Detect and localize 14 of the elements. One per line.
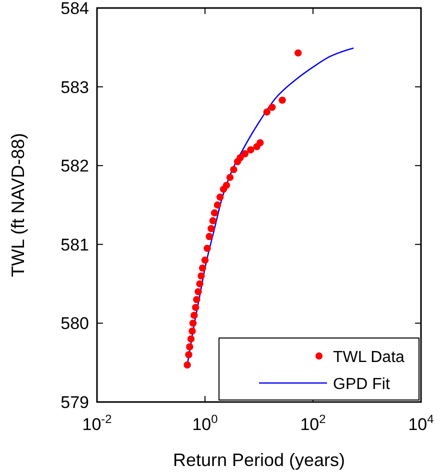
y-tick-label: 581 xyxy=(60,235,89,254)
y-tick-label: 580 xyxy=(60,314,89,334)
y-tick-label: 582 xyxy=(60,156,89,176)
y-tick-label: 584 xyxy=(60,0,89,18)
x-tick-label: 10$^{-2}$ xyxy=(82,412,112,434)
legend-label: GPD Fit xyxy=(333,376,390,393)
x-tick-label: 10$^{0}$ xyxy=(192,412,218,434)
x-axis-title: Return Period (years) xyxy=(172,450,346,470)
legend-label: TWL Data xyxy=(333,349,405,366)
x-tick-label: 10$^{2}$ xyxy=(300,412,326,434)
y-tick-label: 583 xyxy=(60,78,89,97)
x-tick-label: 10$^{4}$ xyxy=(408,412,434,434)
y-tick-label: 579 xyxy=(60,393,89,412)
y-axis-title: TWL (ft NAVD-88) xyxy=(8,132,28,278)
